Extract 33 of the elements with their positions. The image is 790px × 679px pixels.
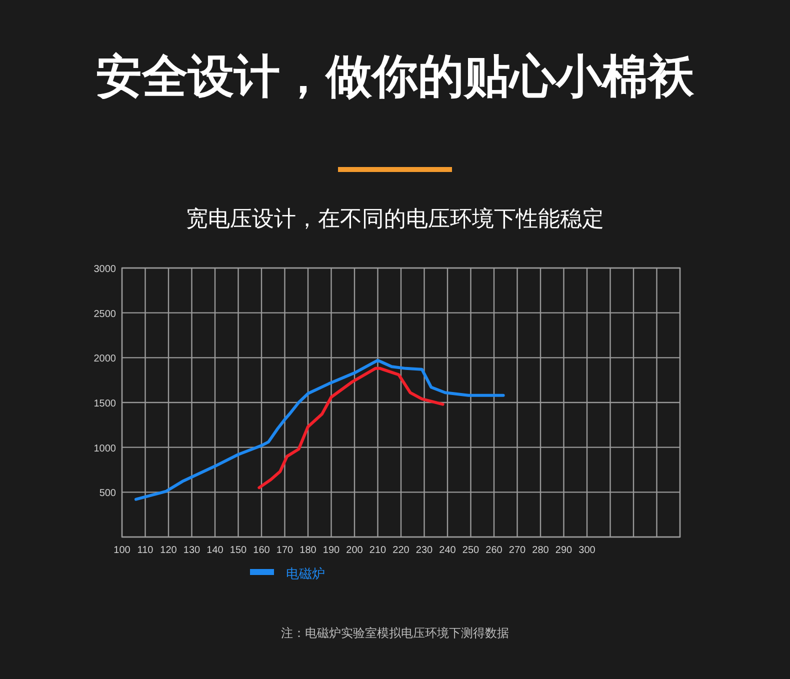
y-tick-label: 2000 [94, 354, 116, 365]
x-tick-label: 270 [508, 545, 526, 556]
text: 注：电磁炉实验室模拟电压环境下测得数据 [281, 626, 509, 640]
line-series [134, 358, 505, 501]
x-tick-label: 110 [137, 545, 154, 556]
x-tick-label: 160 [253, 545, 270, 556]
x-tick-label: 170 [276, 545, 294, 556]
y-tick-label: 3000 [94, 264, 116, 275]
x-tick-label: 120 [160, 545, 178, 556]
x-tick-label: 210 [369, 545, 387, 556]
x-tick-label: 130 [183, 545, 201, 556]
x-tick-label: 100 [114, 545, 131, 556]
y-tick-label: 1000 [94, 443, 116, 454]
x-tick-label: 290 [555, 545, 573, 556]
x-tick-label: 140 [206, 545, 224, 556]
x-tick-label: 300 [578, 545, 596, 556]
x-tick-label: 220 [392, 545, 410, 556]
x-tick-label: 190 [322, 545, 340, 556]
x-tick-label: 260 [486, 545, 503, 556]
x-tick-label: 240 [439, 545, 456, 556]
x-tick-label: 280 [532, 545, 550, 556]
y-tick-label: 1500 [94, 398, 116, 410]
x-tick-label: 150 [230, 545, 248, 556]
x-tick-label: 200 [346, 545, 364, 556]
x-tick-label: 230 [416, 545, 434, 556]
y-tick-label: 500 [99, 488, 116, 500]
y-tick-label: 2500 [94, 308, 116, 320]
legend-label: 电磁炉 [286, 566, 325, 581]
line-series [258, 366, 444, 490]
chart-subtitle: 宽电压设计，在不同的电压环境下性能稳定 [186, 206, 604, 231]
x-tick-label: 180 [300, 545, 317, 556]
chart-title: 安全设计，做你的贴心小棉袄 [96, 50, 695, 102]
x-tick-label: 250 [462, 545, 480, 556]
